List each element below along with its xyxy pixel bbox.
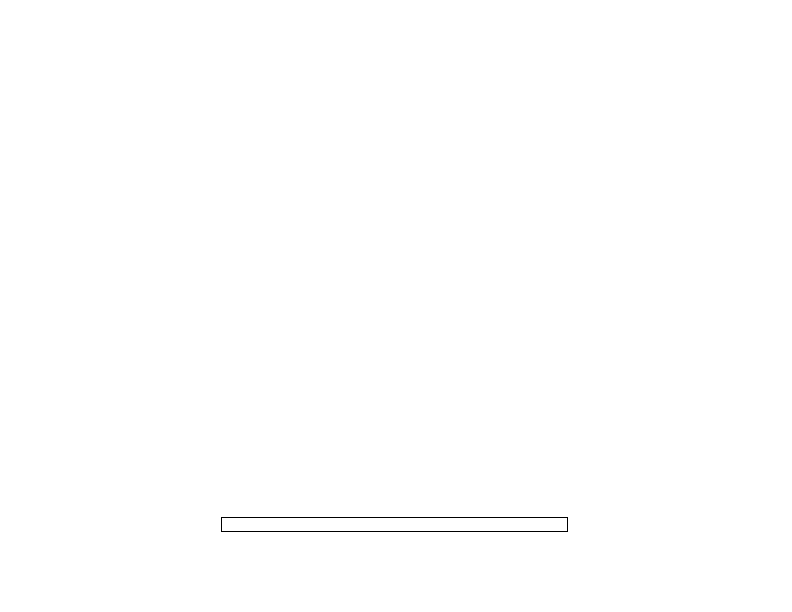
caption-bottom-right xyxy=(433,258,438,316)
caption-bottom-left xyxy=(88,258,93,316)
colorbar xyxy=(221,517,568,532)
caption-top-right xyxy=(433,55,438,113)
caption-top-left xyxy=(88,55,93,113)
